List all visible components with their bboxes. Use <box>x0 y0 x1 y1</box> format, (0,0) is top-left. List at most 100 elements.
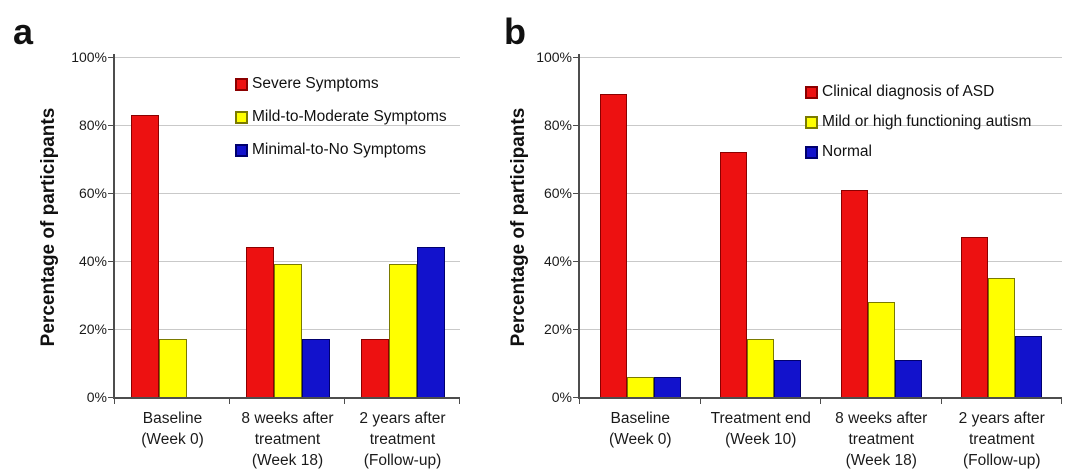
category-label-2: 8 weeks after treatment (Week 18) <box>222 408 353 471</box>
bar-group-3 <box>345 57 460 397</box>
panel-b: b 0% 20% 40% 60% 80% 100% Baseline (Week 0) Trea… <box>488 0 1080 475</box>
bar-yellow-group4 <box>988 278 1016 397</box>
gridline-40 <box>115 261 460 262</box>
category-label-1: Baseline (Week 0) <box>107 408 238 450</box>
ytick-mark-0 <box>108 397 115 398</box>
bar-yellow-group2 <box>747 339 775 397</box>
ytick-label-80: 80% <box>78 117 107 133</box>
y-axis-line <box>578 54 580 399</box>
ytick-mark-20 <box>573 329 580 330</box>
legend-label-red: Clinical diagnosis of ASD <box>822 83 995 100</box>
legend: Severe Symptoms Mild-to-Moderate Symptoms… <box>235 74 447 160</box>
panel-a-letter: a <box>13 11 34 52</box>
ytick-mark-60 <box>573 193 580 194</box>
bar-red-group2 <box>245 247 274 397</box>
x-axis-line <box>113 397 460 399</box>
category-label-line: 2 years after <box>958 410 1045 427</box>
category-label-3: 2 years after treatment (Follow-up) <box>337 408 468 471</box>
gridline-60 <box>580 193 1062 194</box>
ytick-mark-100 <box>573 57 580 58</box>
category-label-line: treatment <box>969 431 1035 448</box>
category-label-3: 8 weeks after treatment (Week 18) <box>813 408 950 471</box>
legend-label-yellow: Mild-to-Moderate Symptoms <box>252 108 447 125</box>
legend-item-yellow: Mild-to-Moderate Symptoms <box>235 107 447 127</box>
ytick-mark-80 <box>108 125 115 126</box>
legend-swatch-yellow-icon <box>805 115 818 129</box>
bar-group-1 <box>115 57 230 397</box>
ytick-label-0: 0% <box>551 389 572 405</box>
y-axis-title: Percentage of participants <box>38 107 59 347</box>
ytick-mark-80 <box>573 125 580 126</box>
ytick-label-20: 20% <box>78 321 107 337</box>
legend-swatch-yellow-icon <box>235 110 248 124</box>
xtick-mark-1 <box>229 399 230 404</box>
xtick-mark-2 <box>820 399 821 404</box>
bar-blue-group2 <box>774 360 802 397</box>
bar-blue-group4 <box>1015 336 1043 397</box>
xtick-mark-4 <box>1061 399 1062 404</box>
category-label-line: 2 years after <box>359 410 446 427</box>
category-label-line: (Week 0) <box>608 431 672 448</box>
legend-item-blue: Normal <box>805 142 1031 162</box>
xtick-mark-2 <box>344 399 345 404</box>
ytick-mark-20 <box>108 329 115 330</box>
bar-yellow-group3 <box>867 302 895 397</box>
bar-blue-group3 <box>416 247 445 397</box>
category-label-line: (Week 18) <box>845 452 917 469</box>
category-label-line: treatment <box>254 431 321 448</box>
category-label-line: 8 weeks after <box>241 410 334 427</box>
bar-blue-group1 <box>653 377 681 397</box>
ytick-label-80: 80% <box>543 117 572 133</box>
legend: Clinical diagnosis of ASD Mild or high fu… <box>805 82 1031 162</box>
y-axis-line <box>113 54 115 399</box>
ytick-label-40: 40% <box>78 253 107 269</box>
bar-yellow-group3 <box>388 264 417 397</box>
bar-yellow-group1 <box>158 339 187 397</box>
xtick-mark-1 <box>699 399 701 404</box>
category-label-line: Baseline <box>610 410 670 427</box>
category-label-2: Treatment end (Week 10) <box>693 408 830 450</box>
category-label-line: (Week 18) <box>251 452 324 469</box>
category-label-4: 2 years after treatment (Follow-up) <box>934 408 1071 471</box>
legend-item-blue: Minimal-to-No Symptoms <box>235 140 447 160</box>
category-label-line: (Week 10) <box>725 431 797 448</box>
legend-label-blue: Normal <box>822 143 872 160</box>
panel-a: a 0% 20% 40% 60% 80% 100% Baseline (Week 0) 8 we… <box>0 0 488 475</box>
legend-item-yellow: Mild or high functioning autism <box>805 112 1031 132</box>
bar-red-group4 <box>961 237 989 397</box>
bar-group-2 <box>230 57 345 397</box>
x-axis-line <box>578 397 1062 399</box>
category-label-line: treatment <box>369 431 436 448</box>
ytick-mark-100 <box>108 57 115 58</box>
legend-swatch-red-icon <box>235 77 248 91</box>
ytick-mark-40 <box>108 261 115 262</box>
legend-label-red: Severe Symptoms <box>252 75 379 92</box>
category-label-line: (Follow-up) <box>363 452 442 469</box>
y-axis-title: Percentage of participants <box>508 107 529 347</box>
ytick-label-0: 0% <box>86 389 107 405</box>
bar-group-2 <box>701 57 822 397</box>
bar-red-group3 <box>840 190 868 397</box>
category-label-line: Treatment end <box>710 410 811 427</box>
bar-group-3 <box>821 57 942 397</box>
category-label-1: Baseline (Week 0) <box>572 408 709 450</box>
legend-item-red: Clinical diagnosis of ASD <box>805 82 1031 102</box>
ytick-label-60: 60% <box>78 185 107 201</box>
gridline-100 <box>580 57 1062 58</box>
gridline-100 <box>115 57 460 58</box>
legend-label-blue: Minimal-to-No Symptoms <box>252 141 426 158</box>
gridline-80 <box>115 125 460 126</box>
ytick-label-100: 100% <box>536 49 572 65</box>
xtick-mark-0 <box>579 399 580 404</box>
bar-blue-group3 <box>894 360 922 397</box>
ytick-label-40: 40% <box>543 253 572 269</box>
legend-item-red: Severe Symptoms <box>235 74 447 94</box>
gridline-40 <box>580 261 1062 262</box>
category-label-line: (Week 0) <box>141 431 204 448</box>
ytick-mark-60 <box>108 193 115 194</box>
xtick-mark-0 <box>114 399 115 404</box>
legend-swatch-red-icon <box>805 85 818 99</box>
category-label-line: Baseline <box>142 410 203 427</box>
bar-blue-group2 <box>301 339 330 397</box>
